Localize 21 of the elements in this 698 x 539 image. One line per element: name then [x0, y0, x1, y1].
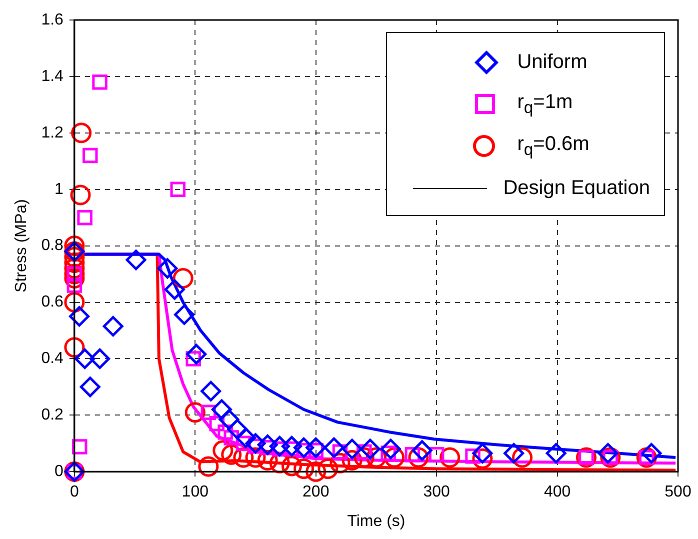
y-tick-label: 1.6 [41, 11, 64, 28]
legend-label: Uniform [517, 50, 588, 74]
annotation: Design Equation [503, 176, 650, 200]
legend-label: r$_{q}$=0.6m [517, 132, 590, 160]
x-tick-label: 100 [182, 484, 209, 501]
x-tick-label: 0 [70, 484, 79, 501]
x-tick-label: 200 [302, 484, 330, 501]
y-tick-label: 0.6 [41, 294, 64, 311]
y-tick-label: 0.4 [41, 350, 64, 368]
y-tick-label: 1.2 [41, 124, 64, 142]
x-tick-label: 500 [664, 484, 692, 501]
y-axis-title: Stress (MPa) [13, 199, 30, 292]
y-tick-label: 1.4 [41, 68, 64, 85]
x-axis-title: Time (s) [347, 512, 406, 530]
legend-label: r$_{q}$=1m [517, 90, 573, 118]
y-tick-label: 0.8 [41, 237, 64, 254]
y-tick-label: 1 [54, 180, 64, 198]
x-tick-label: 400 [544, 484, 571, 501]
y-tick-label: 0.2 [41, 406, 64, 424]
x-tick-label: 300 [423, 484, 450, 501]
y-tick-label: 0 [54, 463, 64, 480]
